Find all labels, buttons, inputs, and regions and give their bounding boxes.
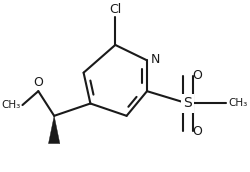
Text: N: N [151, 53, 160, 66]
Text: CH₃: CH₃ [2, 100, 21, 110]
Text: O: O [34, 76, 43, 89]
Text: O: O [193, 69, 202, 82]
Text: CH₃: CH₃ [228, 99, 247, 109]
Text: S: S [183, 96, 192, 110]
Text: O: O [193, 125, 202, 138]
Text: Cl: Cl [109, 3, 122, 16]
Polygon shape [48, 116, 60, 144]
